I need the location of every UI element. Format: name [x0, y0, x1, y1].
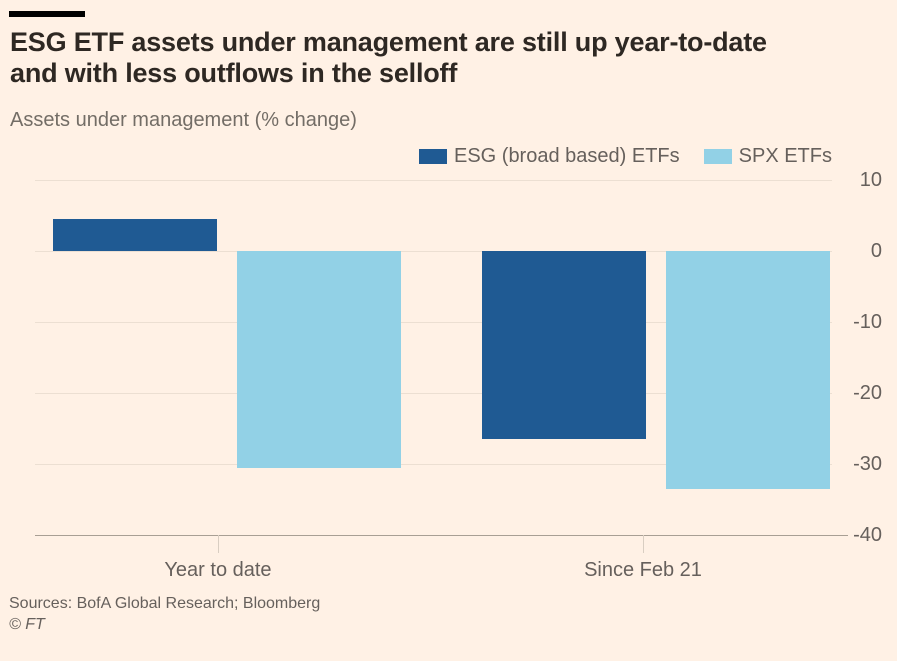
title-line-2: and with less outflows in the selloff — [10, 58, 458, 88]
sources-note: Sources: BofA Global Research; Bloomberg — [9, 595, 321, 612]
legend-item-esg: ESG (broad based) ETFs — [418, 145, 680, 167]
gridline — [35, 463, 832, 465]
y-tick-label: 0 — [870, 240, 882, 262]
gridline — [35, 321, 832, 323]
legend-swatch-esg — [418, 148, 447, 164]
bar-spx-group2 — [666, 251, 830, 489]
chart-legend: ESG (broad based) ETFs SPX ETFs — [418, 145, 832, 167]
x-category-label: Since Feb 21 — [584, 559, 702, 581]
legend-swatch-spx — [703, 148, 732, 164]
legend-label-spx: SPX ETFs — [738, 145, 832, 167]
y-tick-label: -10 — [853, 311, 882, 333]
title-line-1: ESG ETF assets under management are stil… — [10, 27, 767, 57]
ft-top-rule — [9, 11, 85, 17]
gridline — [35, 250, 832, 252]
legend-item-spx: SPX ETFs — [703, 145, 832, 167]
x-axis-tick — [218, 535, 219, 553]
ft-copyright: © FT — [9, 616, 45, 633]
y-tick-label: -40 — [853, 524, 882, 546]
x-category-label: Year to date — [164, 559, 272, 581]
x-axis-tick — [643, 535, 644, 553]
y-tick-label: 10 — [859, 169, 882, 191]
bar-esg-group2 — [482, 251, 646, 440]
gridline — [35, 392, 832, 394]
chart-subtitle: Assets under management (% change) — [10, 109, 357, 131]
y-tick-label: -20 — [853, 382, 882, 404]
legend-label-esg: ESG (broad based) ETFs — [453, 145, 680, 167]
y-tick-label: -30 — [853, 453, 882, 475]
gridline — [35, 179, 832, 181]
x-axis-baseline — [35, 534, 848, 536]
bar-spx-group1 — [237, 251, 401, 468]
bar-esg-group1 — [53, 219, 217, 251]
page-title: ESG ETF assets under management are stil… — [10, 27, 767, 89]
